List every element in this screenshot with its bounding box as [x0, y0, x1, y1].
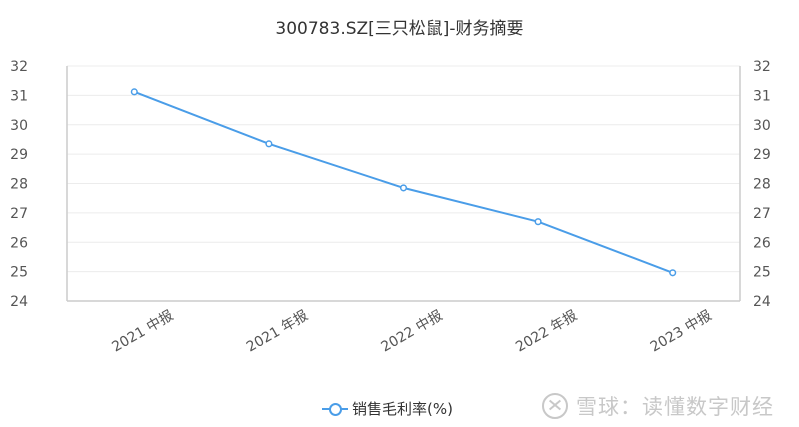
- y-axis-left: 24 25 26 27 28 29 30 31 32: [10, 59, 28, 310]
- legend-circle-icon: [322, 402, 348, 416]
- chart-title: 300783.SZ[三只松鼠]-财务摘要: [275, 19, 524, 39]
- y-tick-label-left: 30: [10, 118, 28, 134]
- y-tick-label-right: 26: [753, 235, 771, 251]
- y-tick-label-left: 24: [10, 294, 28, 310]
- y-tick-label-left: 31: [10, 88, 28, 104]
- y-tick-label-left: 29: [10, 147, 28, 163]
- y-tick-label-right: 27: [753, 206, 771, 222]
- legend-label: 销售毛利率(%): [352, 400, 453, 418]
- y-tick-label-left: 27: [10, 206, 28, 222]
- x-tick-label: 2021 中报: [109, 308, 176, 356]
- y-tick-label-right: 25: [753, 265, 771, 281]
- data-point[interactable]: [399, 184, 408, 192]
- data-point[interactable]: [265, 140, 273, 148]
- watermark-text: 雪球：读懂数字财经: [576, 395, 774, 419]
- y-tick-label-right: 31: [753, 88, 771, 104]
- line-chart: 24 25 26 27 28 29 30 31 32 24 25 26 27 28 29 30 31 32 20…: [10, 59, 771, 356]
- y-tick-label-left: 28: [10, 177, 28, 193]
- y-tick-label-right: 30: [753, 118, 771, 134]
- y-tick-label-left: 32: [10, 59, 28, 75]
- x-tick-label: 2021 年报: [244, 308, 311, 356]
- y-tick-label-right: 32: [753, 59, 771, 75]
- x-tick-label: 2022 中报: [379, 308, 446, 356]
- plot-frame: [66, 66, 741, 302]
- x-axis: 2021 中报 2021 年报 2022 中报 2022 年报 2023 中报: [109, 308, 714, 356]
- y-tick-label-right: 28: [753, 177, 771, 193]
- xueqiu-logo-icon: [542, 393, 568, 419]
- y-axis-right: 24 25 26 27 28 29 30 31 32: [753, 59, 771, 310]
- watermark: 雪球：读懂数字财经: [542, 391, 774, 421]
- data-point[interactable]: [130, 88, 138, 96]
- y-tick-label-left: 25: [10, 265, 28, 281]
- series-gross-margin: [130, 88, 677, 277]
- x-tick-label: 2023 中报: [648, 308, 715, 356]
- data-point[interactable]: [534, 218, 542, 226]
- gridlines: [67, 65, 740, 273]
- y-tick-label-right: 29: [753, 147, 771, 163]
- legend-item-gross-margin[interactable]: 销售毛利率(%): [322, 398, 453, 419]
- series-line: [133, 90, 674, 274]
- x-tick-label: 2022 年报: [513, 308, 580, 356]
- y-tick-label-right: 24: [753, 294, 771, 310]
- y-tick-label-left: 26: [10, 235, 28, 251]
- data-point[interactable]: [669, 269, 677, 277]
